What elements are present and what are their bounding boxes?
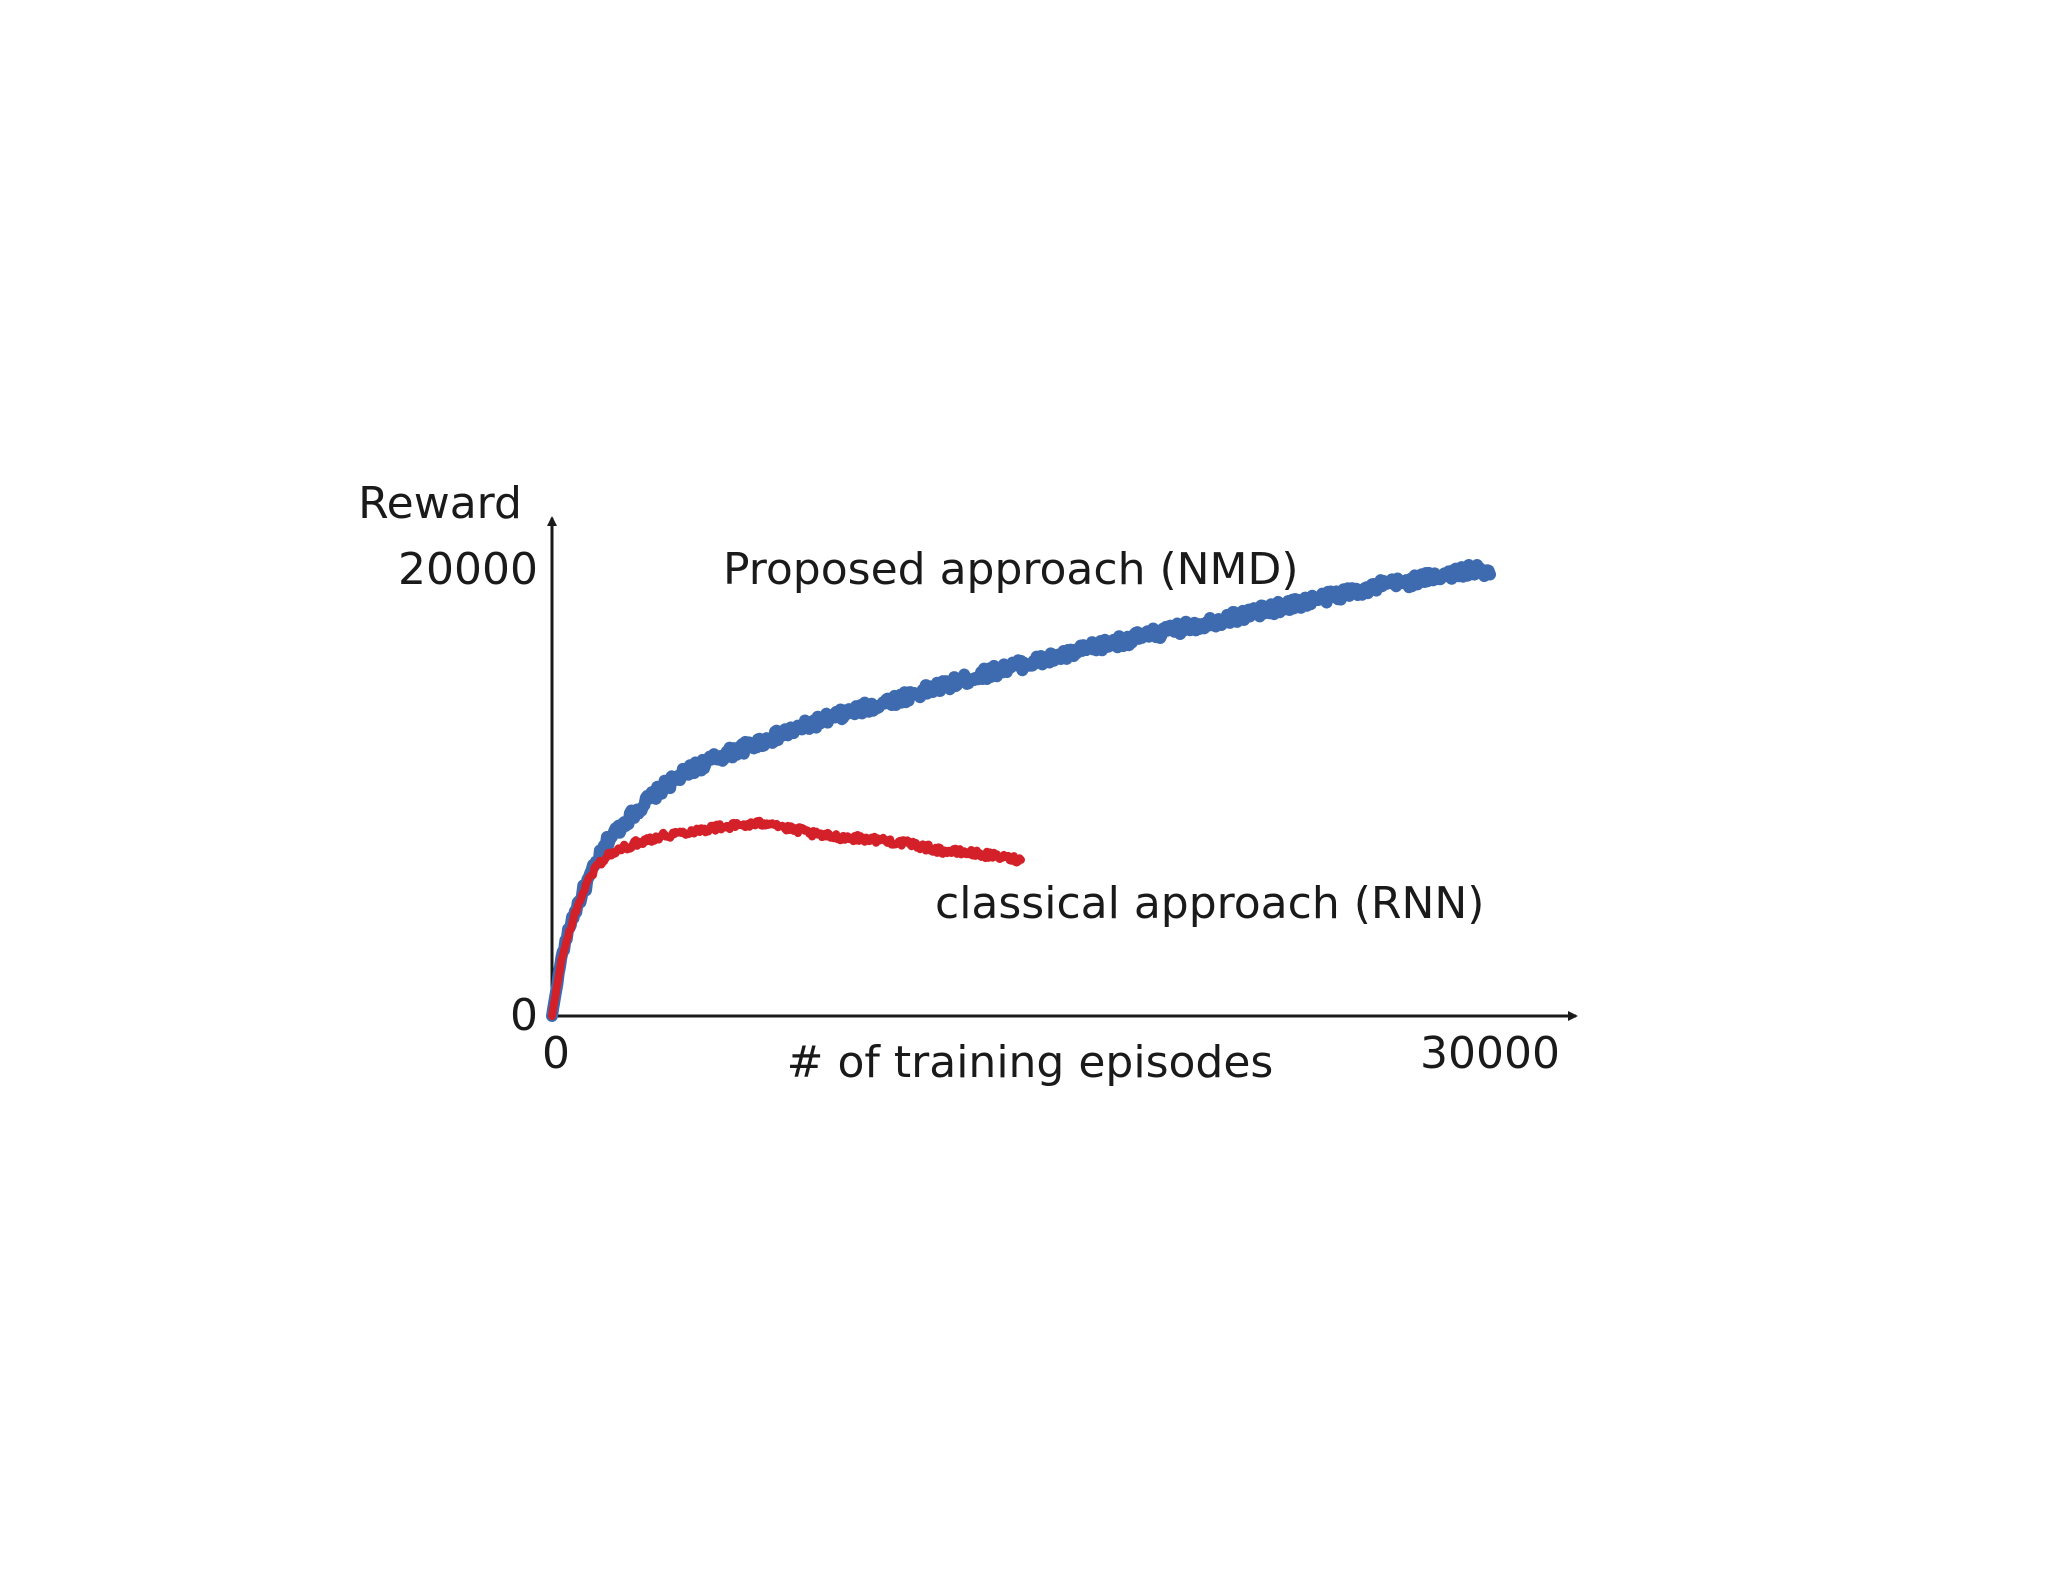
y-tick-label-top: 20000 (398, 544, 538, 595)
series-label-rnn: classical approach (RNN) (935, 878, 1484, 929)
x-axis-label: # of training episodes (787, 1037, 1274, 1088)
y-axis-label: Reward (358, 478, 522, 529)
x-tick-label-end: 30000 (1420, 1028, 1560, 1079)
x-tick-label-start: 0 (542, 1028, 570, 1079)
y-tick-label-bottom: 0 (510, 990, 538, 1041)
series-line-nmd (546, 559, 1496, 1022)
series-line-rnn (548, 816, 1025, 1020)
series-label-nmd: Proposed approach (NMD) (723, 544, 1299, 595)
